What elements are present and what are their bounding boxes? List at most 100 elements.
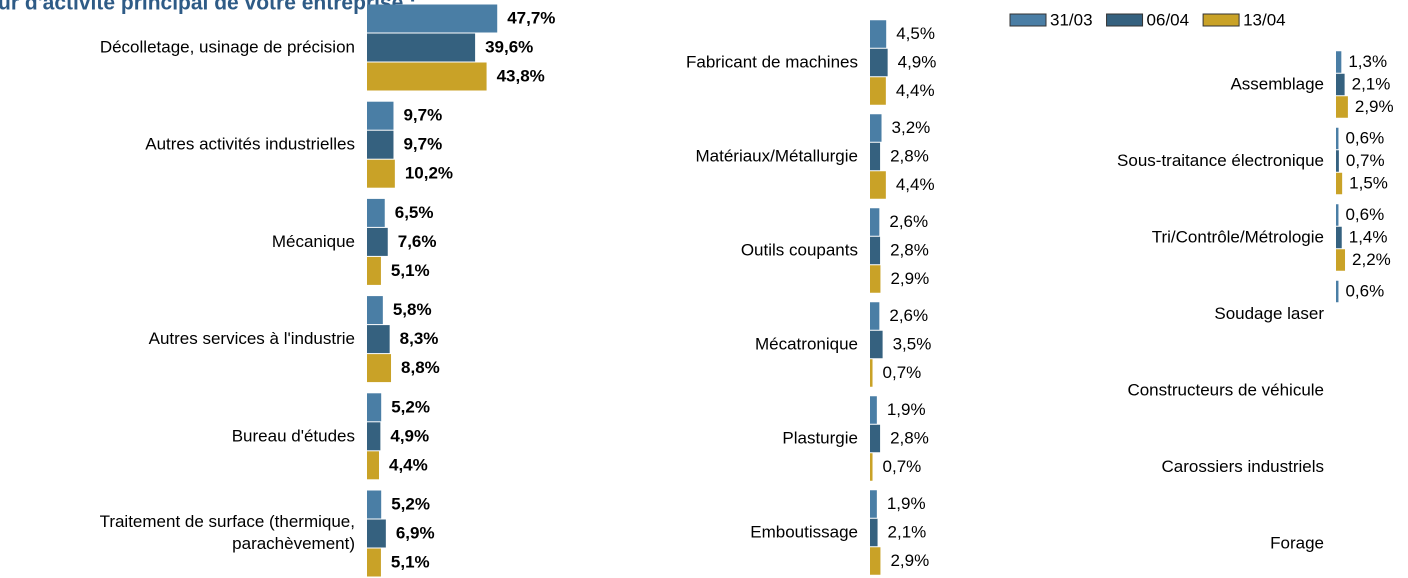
value-label: 0,7%: [883, 363, 922, 382]
bar: [367, 490, 382, 519]
value-label: 2,9%: [890, 269, 929, 288]
value-label: 7,6%: [398, 232, 437, 251]
value-label: 2,9%: [1355, 97, 1394, 116]
value-label: 2,1%: [888, 522, 927, 541]
value-label: 0,7%: [883, 457, 922, 476]
bar: [870, 396, 877, 424]
value-label: 3,5%: [893, 334, 932, 353]
bar: [870, 236, 881, 265]
bar: [367, 62, 487, 91]
value-label: 43,8%: [497, 66, 545, 85]
value-label: 4,9%: [390, 426, 429, 445]
category-label: Outils coupants: [741, 240, 858, 259]
bar: [367, 519, 386, 548]
value-label: 2,6%: [889, 212, 928, 231]
category-label: Constructeurs de véhicule: [1127, 380, 1324, 399]
bar: [870, 453, 873, 481]
value-label: 6,5%: [395, 203, 434, 222]
bar: [367, 256, 381, 285]
value-label: 5,2%: [391, 397, 430, 416]
bar: [1336, 73, 1345, 96]
bar: [870, 48, 888, 77]
bar: [870, 208, 880, 236]
bar: [1336, 280, 1339, 303]
category-label: Sous-traitance électronique: [1117, 151, 1324, 170]
value-label: 2,1%: [1352, 74, 1391, 93]
category-label: Bureau d'études: [232, 426, 355, 445]
bar: [1336, 150, 1339, 172]
bar: [367, 422, 381, 451]
bar: [1336, 127, 1339, 150]
bar: [1336, 96, 1348, 118]
bar: [870, 77, 886, 105]
category-label: Mécanique: [272, 232, 355, 251]
bar: [367, 101, 394, 130]
value-label: 4,9%: [898, 52, 937, 71]
bar: [1336, 172, 1343, 195]
bar: [367, 159, 395, 188]
value-label: 10,2%: [405, 164, 453, 183]
value-label: 0,6%: [1345, 205, 1384, 224]
bar: [367, 4, 498, 33]
value-label: 2,8%: [890, 428, 929, 447]
value-label: 5,8%: [393, 300, 432, 319]
category-label: Fabricant de machines: [686, 52, 858, 71]
value-label: 1,9%: [887, 494, 926, 513]
bar: [870, 114, 882, 142]
chart-title: ur d'activité principal de votre entrepr…: [0, 0, 416, 15]
category-label: Carossiers industriels: [1162, 457, 1325, 476]
bar: [367, 227, 388, 256]
bar: [870, 518, 878, 547]
value-label: 5,1%: [391, 261, 430, 280]
value-label: 6,9%: [396, 523, 435, 542]
category-label: Soudage laser: [1214, 304, 1324, 323]
category-label: Tri/Contrôle/Métrologie: [1152, 227, 1324, 246]
bar: [367, 130, 394, 159]
bar: [367, 33, 476, 62]
value-label: 2,8%: [890, 146, 929, 165]
value-label: 39,6%: [485, 37, 533, 56]
bar: [870, 142, 881, 171]
bar: [1336, 204, 1339, 226]
value-label: 1,9%: [887, 400, 926, 419]
value-label: 8,3%: [400, 329, 439, 348]
bar: [367, 296, 383, 325]
value-label: 2,9%: [890, 551, 929, 570]
value-label: 0,7%: [1346, 151, 1385, 170]
bar: [367, 548, 381, 577]
value-label: 2,6%: [889, 306, 928, 325]
legend-label: 13/04: [1243, 10, 1286, 29]
value-label: 0,6%: [1345, 128, 1384, 147]
category-label: Matériaux/Métallurgie: [695, 146, 858, 165]
value-label: 47,7%: [507, 8, 555, 27]
bar: [870, 490, 877, 518]
legend-swatch: [1009, 13, 1047, 27]
bar: [870, 171, 886, 199]
bar: [367, 451, 380, 480]
bar: [367, 354, 392, 383]
legend-label: 31/03: [1050, 10, 1093, 29]
value-label: 5,1%: [391, 552, 430, 571]
category-label: Traitement de surface (thermique, parachè…: [100, 512, 355, 553]
value-label: 5,2%: [391, 494, 430, 513]
value-label: 4,4%: [389, 455, 428, 474]
value-label: 1,5%: [1349, 173, 1388, 192]
category-label: Autres activités industrielles: [145, 135, 355, 154]
bar: [870, 547, 881, 575]
bar: [1336, 51, 1342, 73]
value-label: 2,2%: [1352, 250, 1391, 269]
value-label: 3,2%: [892, 118, 931, 137]
value-label: 9,7%: [403, 106, 442, 125]
bar: [870, 265, 881, 293]
bar: [870, 302, 880, 330]
bar: [367, 198, 385, 227]
value-label: 1,4%: [1349, 227, 1388, 246]
value-label: 2,8%: [890, 240, 929, 259]
category-label: Plasturgie: [782, 428, 858, 447]
legend-swatch: [1106, 13, 1144, 27]
legend-swatch: [1202, 13, 1240, 27]
category-label: Autres services à l'industrie: [149, 329, 355, 348]
value-label: 1,3%: [1348, 52, 1387, 71]
bar: [367, 325, 390, 354]
